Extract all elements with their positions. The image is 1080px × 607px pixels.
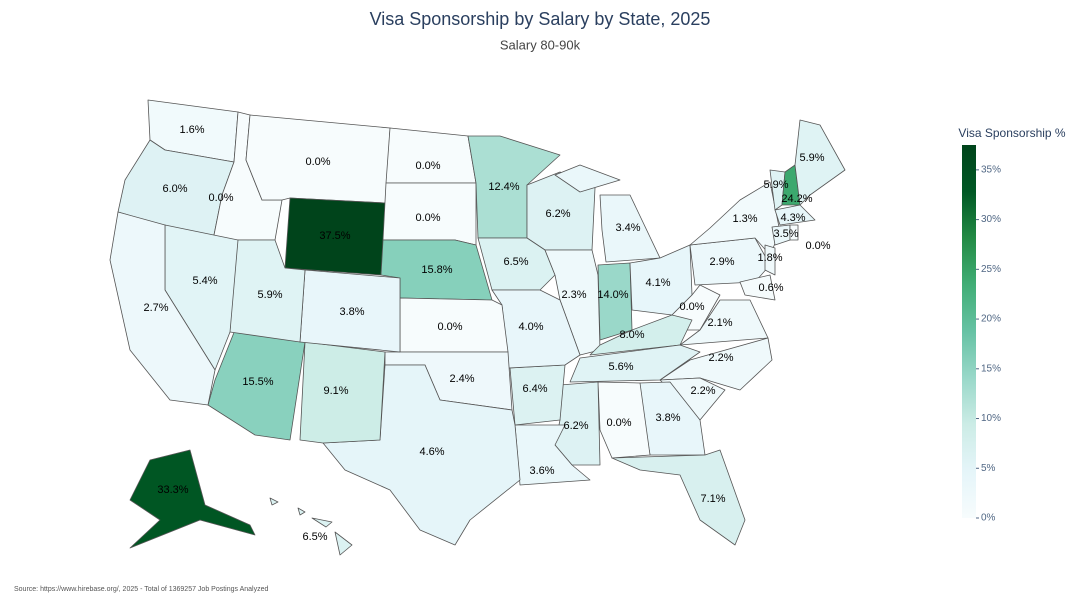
state-region	[129, 449, 256, 549]
colorbar-tick-label: 15%	[981, 363, 1001, 374]
state-region	[322, 364, 521, 546]
colorbar-tick-label: 25%	[981, 264, 1001, 275]
state-value-label: 3.4%	[615, 222, 640, 234]
state-value-label: 6.4%	[522, 383, 547, 395]
state-region	[269, 497, 353, 556]
state-value-label: 6.2%	[545, 208, 570, 220]
state-region	[554, 164, 661, 263]
state-value-label: 0.0%	[437, 321, 462, 333]
state-value-label: 15.8%	[421, 264, 452, 276]
colorbar-tick-label: 10%	[981, 413, 1001, 424]
state-value-label: 2.2%	[690, 385, 715, 397]
state-value-label: 3.8%	[339, 306, 364, 318]
state-region	[569, 344, 701, 383]
state-value-label: 6.5%	[302, 531, 327, 543]
state-value-label: 12.4%	[488, 181, 519, 193]
state-region	[679, 299, 769, 346]
state-value-label: 0.0%	[305, 156, 330, 168]
state-value-label: 5.6%	[608, 361, 633, 373]
state-value-label: 8.0%	[619, 329, 644, 341]
colorbar-tick-label: 35%	[981, 165, 1001, 176]
colorbar-tick-label: 0%	[981, 513, 996, 524]
state-region	[789, 224, 799, 241]
state-value-label: 5.4%	[192, 275, 217, 287]
state-value-label: 0.0%	[606, 417, 631, 429]
state-value-label: 2.4%	[449, 373, 474, 385]
state-value-label: 0.0%	[208, 192, 233, 204]
colorbar	[962, 145, 976, 518]
state-region	[514, 424, 591, 486]
state-region	[109, 211, 216, 406]
chart-title: Visa Sponsorship by Salary by State, 202…	[370, 9, 711, 29]
state-region	[544, 249, 601, 356]
state-value-label: 5.9%	[763, 179, 788, 191]
state-value-label: 37.5%	[319, 230, 350, 242]
state-value-label: 0.0%	[415, 160, 440, 172]
state-value-label: 0.0%	[415, 212, 440, 224]
state-value-label: 2.1%	[707, 317, 732, 329]
state-value-label: 2.3%	[561, 289, 586, 301]
state-region	[299, 341, 386, 444]
state-value-label: 14.0%	[597, 289, 628, 301]
state-region	[509, 364, 566, 426]
state-value-label: 1.8%	[757, 252, 782, 264]
state-value-label: 4.6%	[419, 446, 444, 458]
state-region	[597, 381, 651, 459]
state-value-label: 6.2%	[563, 420, 588, 432]
state-value-label: 6.5%	[503, 256, 528, 268]
state-region	[589, 314, 693, 356]
state-region	[611, 449, 746, 546]
state-value-label: 6.0%	[162, 183, 187, 195]
states	[109, 99, 846, 556]
state-value-label: 1.3%	[732, 213, 757, 225]
state-value-label: 2.7%	[143, 302, 168, 314]
colorbar-tick-label: 30%	[981, 214, 1001, 225]
state-region	[774, 204, 816, 226]
state-region	[385, 127, 477, 184]
state-value-label: 2.2%	[708, 352, 733, 364]
state-value-label: 4.3%	[780, 212, 805, 224]
colorbar-title: Visa Sponsorship %	[958, 126, 1066, 140]
state-value-label: 3.8%	[655, 412, 680, 424]
state-labels: 1.6% 6.0% 0.0% 0.0% 37.5% 0.0% 0.0% 15.8% 12.4% 6…	[143, 124, 830, 543]
state-value-label: 4.1%	[645, 277, 670, 289]
state-region	[764, 244, 776, 276]
state-value-label: 0.6%	[758, 282, 783, 294]
colorbar-tick-label: 20%	[981, 314, 1001, 325]
state-value-label: 2.9%	[709, 256, 734, 268]
state-value-label: 0.0%	[805, 240, 830, 252]
state-value-label: 33.3%	[157, 484, 188, 496]
state-value-label: 5.9%	[799, 152, 824, 164]
state-value-label: 15.5%	[242, 376, 273, 388]
state-value-label: 0.0%	[679, 301, 704, 313]
state-value-label: 1.6%	[179, 124, 204, 136]
source-note: Source: https://www.hirebase.org/, 2025 …	[14, 586, 268, 593]
state-region	[739, 274, 776, 301]
state-value-label: 4.0%	[518, 321, 543, 333]
state-value-label: 24.2%	[781, 193, 812, 205]
state-value-label: 9.1%	[323, 385, 348, 397]
state-value-label: 3.5%	[773, 228, 798, 240]
chart-subtitle: Salary 80-90k	[500, 37, 581, 52]
state-value-label: 5.9%	[257, 289, 282, 301]
state-value-label: 7.1%	[700, 493, 725, 505]
state-value-label: 3.6%	[529, 465, 554, 477]
colorbar-tick-label: 5%	[981, 463, 996, 474]
